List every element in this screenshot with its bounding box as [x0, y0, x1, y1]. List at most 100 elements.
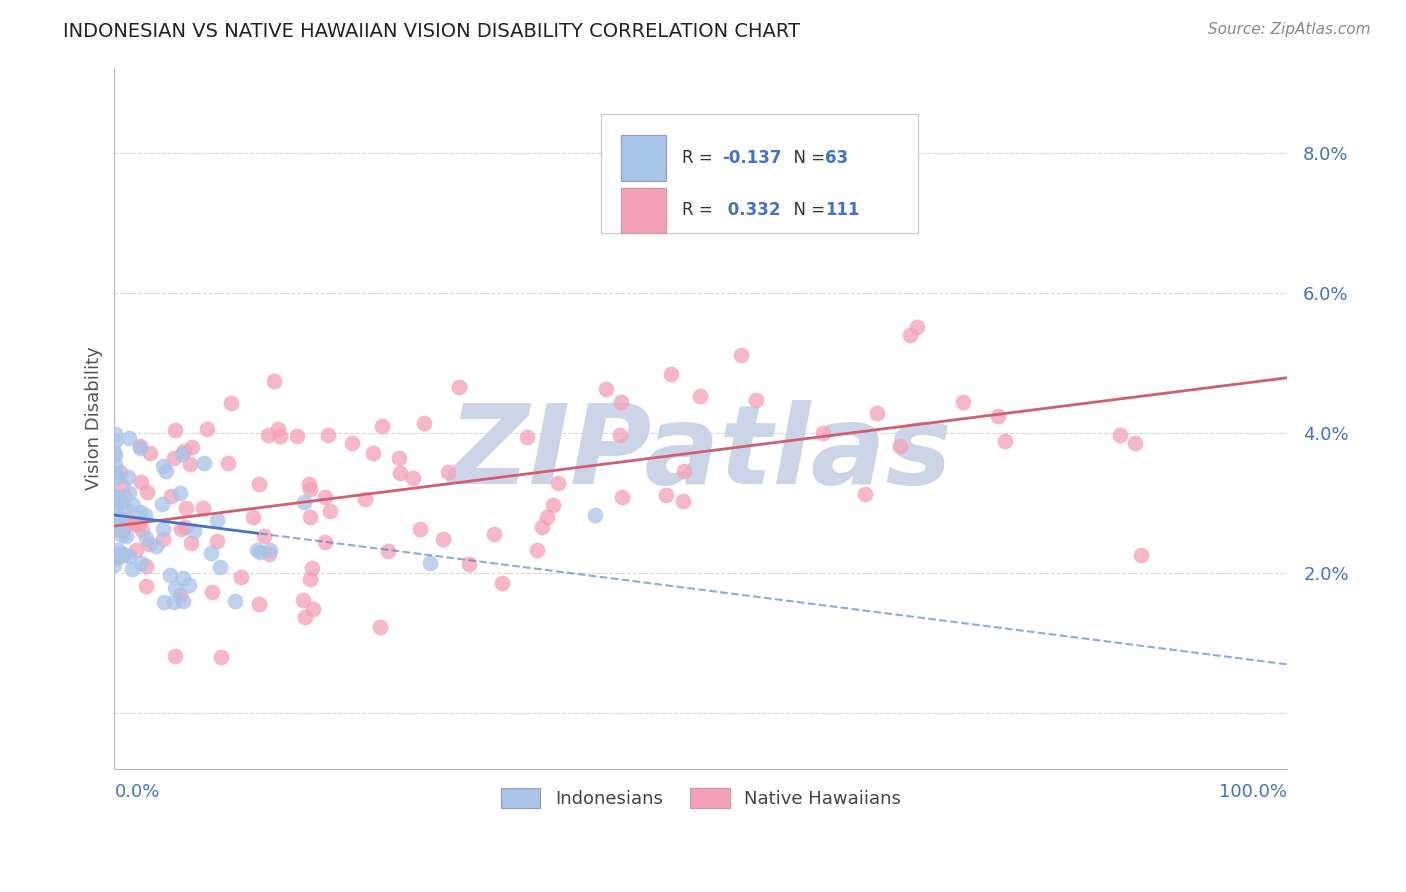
- Bar: [621, 187, 665, 233]
- Point: [135, 559, 157, 574]
- Text: INDONESIAN VS NATIVE HAWAIIAN VISION DISABILITY CORRELATION CHART: INDONESIAN VS NATIVE HAWAIIAN VISION DIS…: [63, 22, 800, 41]
- Point: [105, 518, 128, 533]
- Point: [163, 581, 186, 595]
- Point: [118, 549, 141, 564]
- Point: [152, 533, 174, 547]
- Point: [138, 537, 160, 551]
- Text: N =: N =: [783, 149, 831, 167]
- Point: [179, 457, 201, 471]
- Point: [207, 512, 229, 526]
- Point: [387, 450, 409, 465]
- Point: [153, 595, 176, 609]
- Point: [294, 610, 316, 624]
- Point: [873, 206, 896, 220]
- Point: [104, 513, 127, 527]
- Point: [292, 592, 315, 607]
- Point: [172, 594, 194, 608]
- Point: [165, 649, 187, 664]
- Point: [104, 448, 127, 462]
- Point: [112, 548, 135, 562]
- Point: [389, 466, 412, 480]
- Point: [145, 539, 167, 553]
- Point: [249, 545, 271, 559]
- Point: [482, 527, 505, 541]
- Point: [104, 549, 127, 564]
- Point: [224, 594, 246, 608]
- Point: [458, 558, 481, 572]
- Point: [155, 464, 177, 478]
- Point: [207, 533, 229, 548]
- Point: [259, 547, 281, 561]
- Point: [104, 426, 127, 441]
- Point: [152, 522, 174, 536]
- Point: [298, 482, 321, 496]
- Point: [253, 529, 276, 543]
- Point: [107, 543, 129, 558]
- Point: [301, 601, 323, 615]
- Point: [104, 434, 127, 448]
- Point: [135, 531, 157, 545]
- Point: [105, 522, 128, 536]
- Point: [124, 517, 146, 532]
- Point: [131, 524, 153, 538]
- Point: [108, 465, 131, 479]
- Point: [363, 445, 385, 459]
- Point: [105, 495, 128, 509]
- Point: [105, 495, 128, 509]
- Point: [368, 620, 391, 634]
- Point: [125, 543, 148, 558]
- Point: [159, 568, 181, 582]
- Point: [111, 528, 134, 542]
- Point: [163, 450, 186, 465]
- Point: [181, 441, 204, 455]
- Point: [889, 439, 911, 453]
- Point: [114, 501, 136, 516]
- Point: [105, 470, 128, 484]
- Point: [135, 579, 157, 593]
- Point: [298, 510, 321, 524]
- Point: [267, 422, 290, 436]
- Point: [292, 494, 315, 508]
- Point: [437, 465, 460, 479]
- Point: [121, 562, 143, 576]
- Point: [609, 428, 631, 442]
- Point: [160, 489, 183, 503]
- Point: [105, 516, 128, 530]
- Legend: Indonesians, Native Hawaiians: Indonesians, Native Hawaiians: [494, 780, 908, 815]
- Point: [173, 444, 195, 458]
- Point: [655, 488, 678, 502]
- Point: [103, 444, 125, 458]
- Point: [128, 516, 150, 531]
- Point: [201, 585, 224, 599]
- Point: [319, 504, 342, 518]
- Point: [103, 549, 125, 563]
- Point: [314, 535, 336, 549]
- Point: [104, 458, 127, 472]
- Point: [193, 456, 215, 470]
- Point: [672, 464, 695, 478]
- Point: [110, 546, 132, 560]
- Point: [1123, 435, 1146, 450]
- Point: [139, 446, 162, 460]
- Text: 0.332: 0.332: [721, 202, 780, 219]
- Point: [165, 423, 187, 437]
- Point: [120, 515, 142, 529]
- Point: [432, 532, 454, 546]
- Point: [114, 529, 136, 543]
- Point: [813, 425, 835, 440]
- Text: Source: ZipAtlas.com: Source: ZipAtlas.com: [1208, 22, 1371, 37]
- Point: [301, 561, 323, 575]
- Point: [129, 475, 152, 489]
- Point: [152, 458, 174, 473]
- Point: [491, 576, 513, 591]
- Point: [150, 497, 173, 511]
- Point: [672, 493, 695, 508]
- Point: [744, 393, 766, 408]
- Point: [131, 556, 153, 570]
- Text: 100.0%: 100.0%: [1219, 782, 1288, 801]
- Point: [371, 418, 394, 433]
- Point: [259, 543, 281, 558]
- Point: [987, 409, 1010, 423]
- FancyBboxPatch shape: [602, 114, 918, 233]
- Point: [174, 500, 197, 515]
